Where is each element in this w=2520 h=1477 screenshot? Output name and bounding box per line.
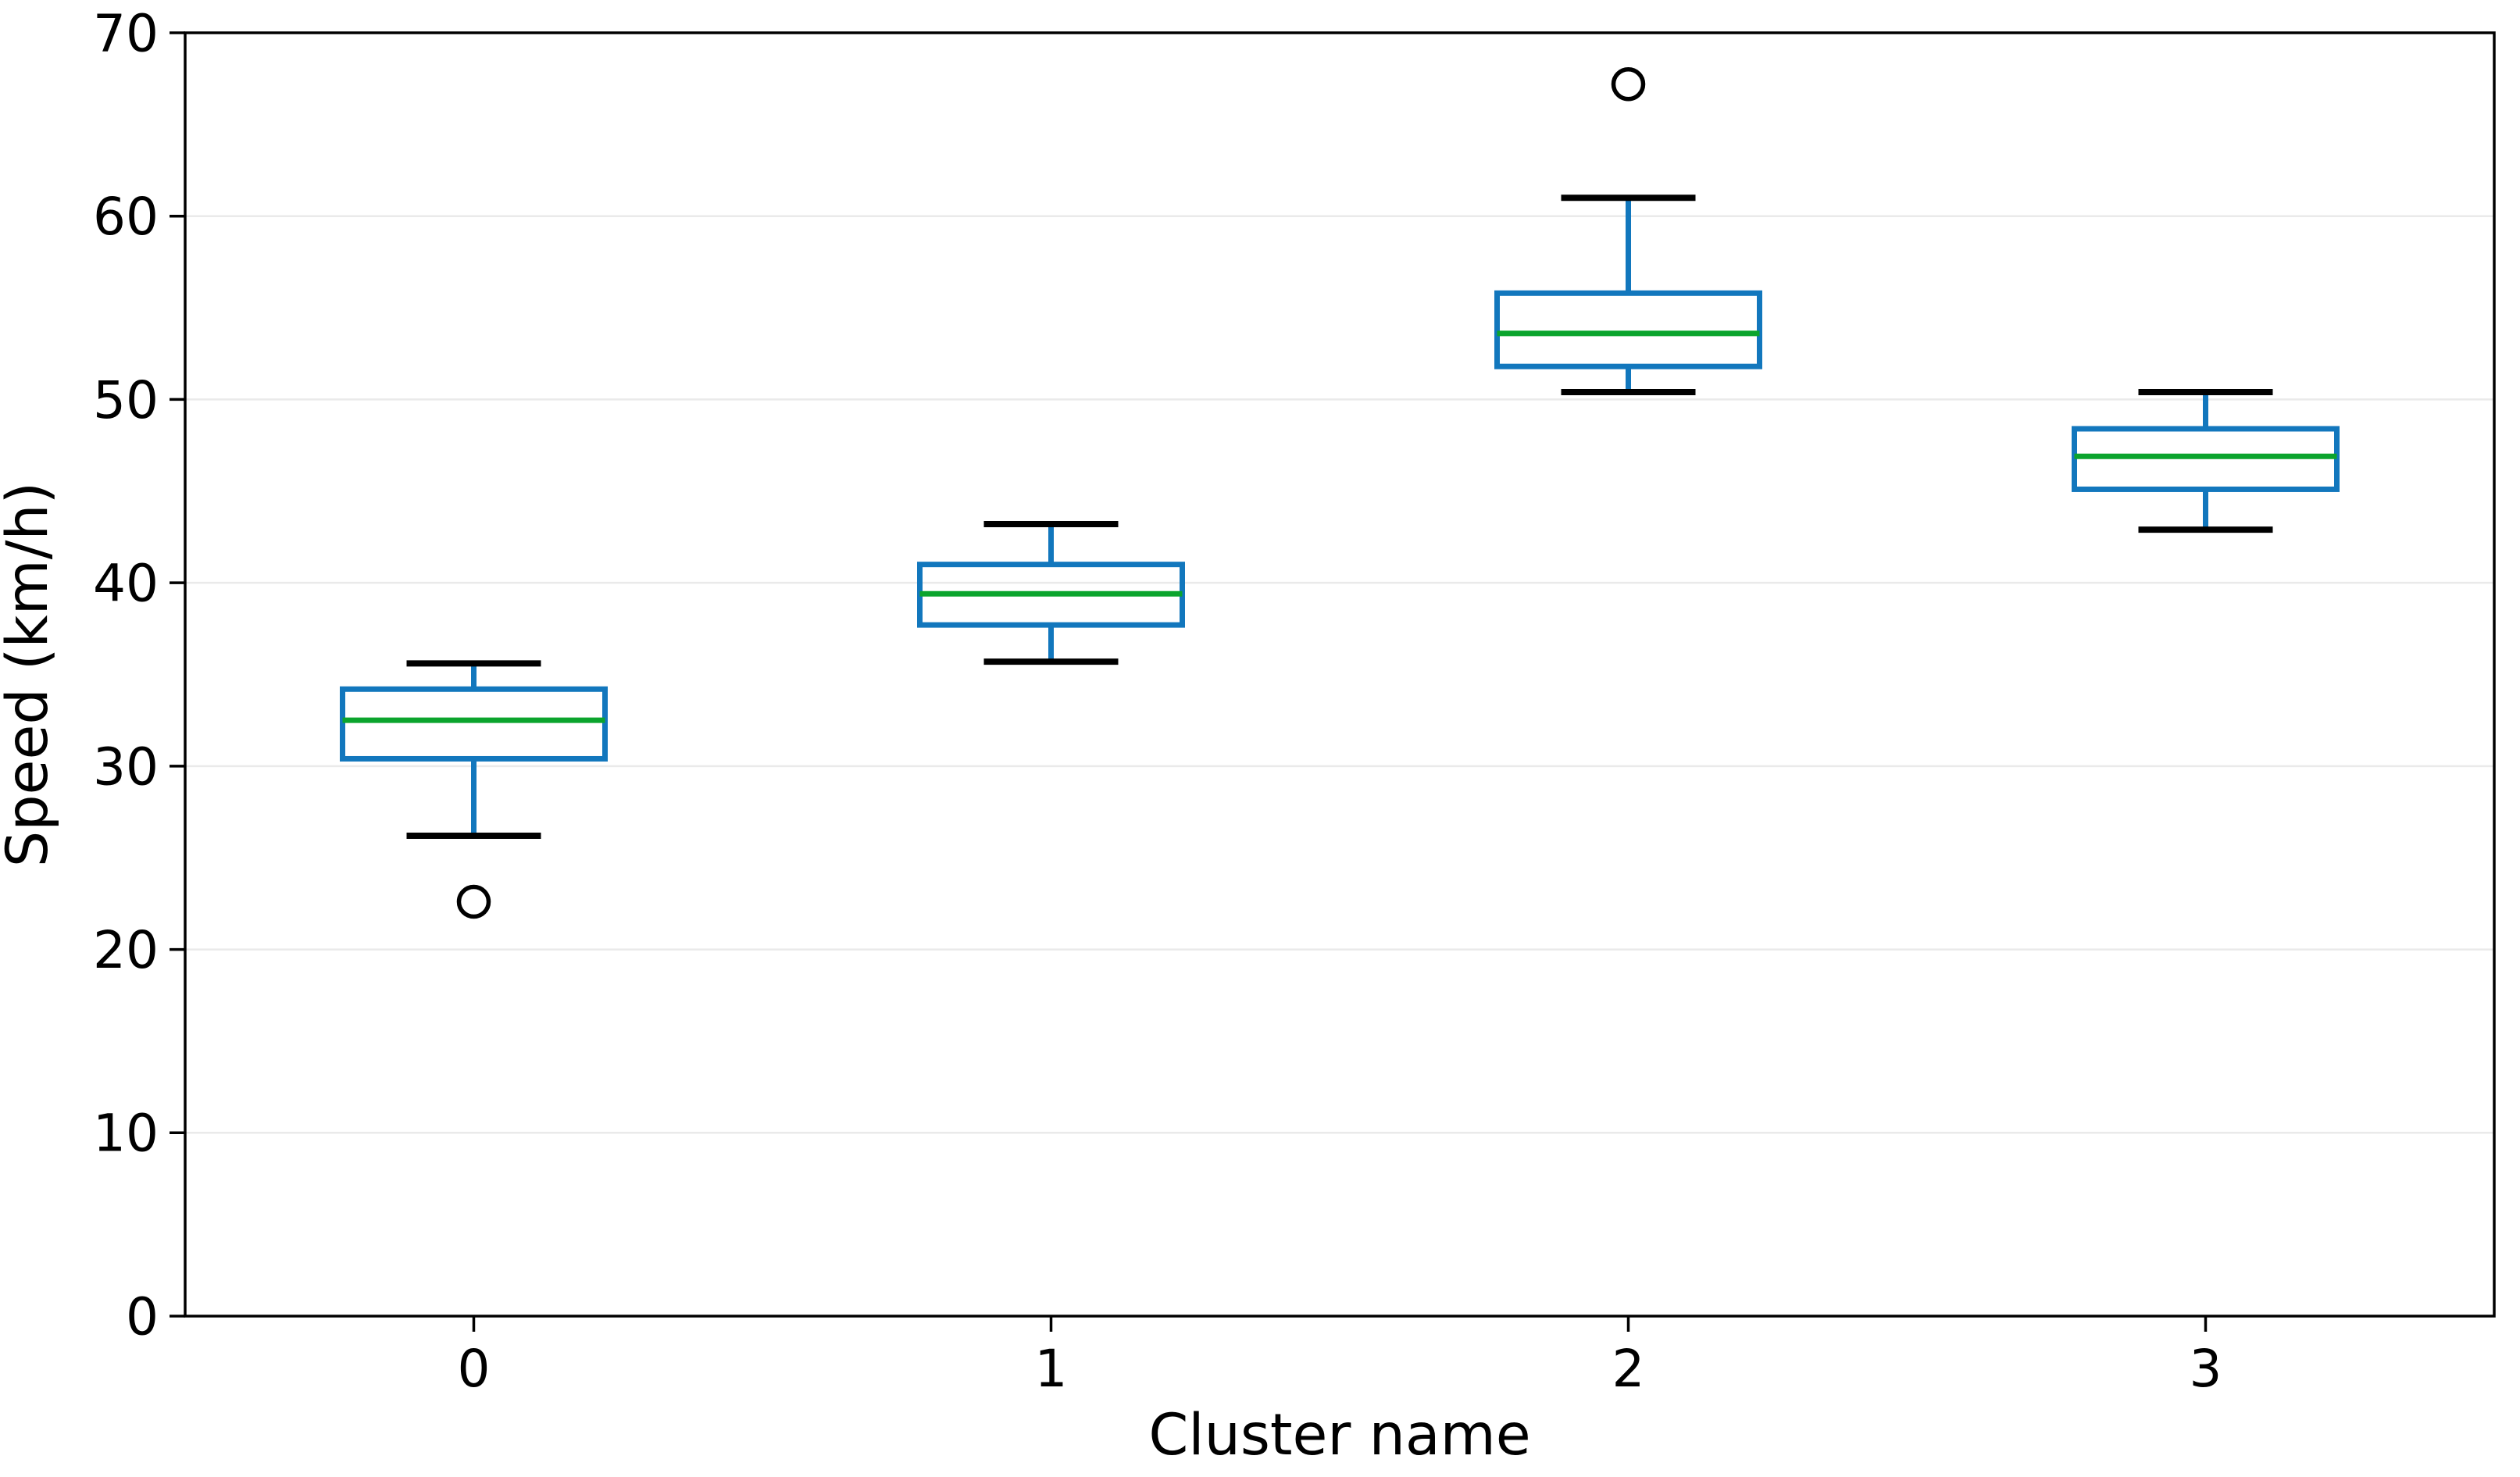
iqr-box [340,686,608,762]
x-axis-label: Cluster name [1148,1402,1530,1468]
gridlines [185,215,2494,1134]
y-tick-label: 20 [93,920,159,980]
y-tick-label: 30 [93,737,159,797]
iqr-box [1494,290,1762,369]
box-group-0 [340,660,608,919]
iqr-box [2072,426,2340,492]
x-tick-label: 1 [1035,1339,1068,1399]
y-tick-label: 50 [93,370,159,430]
outlier-point [456,884,491,919]
axes-frame [184,31,2496,1318]
y-tick-label: 10 [93,1104,159,1164]
y-axis: 0 10 20 30 40 50 60 70 [93,3,185,1347]
x-tick-label: 2 [1612,1339,1645,1399]
y-axis-label: Speed (km/h) [0,482,61,867]
y-tick-label: 60 [93,187,159,247]
x-tick-label: 3 [2190,1339,2222,1399]
y-tick-label: 40 [93,554,159,614]
y-tick-label: 0 [126,1286,159,1347]
x-axis: 0 1 2 3 [458,1316,2222,1399]
x-tick-label: 0 [458,1339,491,1399]
box-group-1 [917,521,1185,665]
y-tick-label: 70 [93,3,159,63]
outlier-point [1611,66,1646,102]
box-group-3 [2072,389,2340,533]
box-group-2 [1494,66,1762,396]
